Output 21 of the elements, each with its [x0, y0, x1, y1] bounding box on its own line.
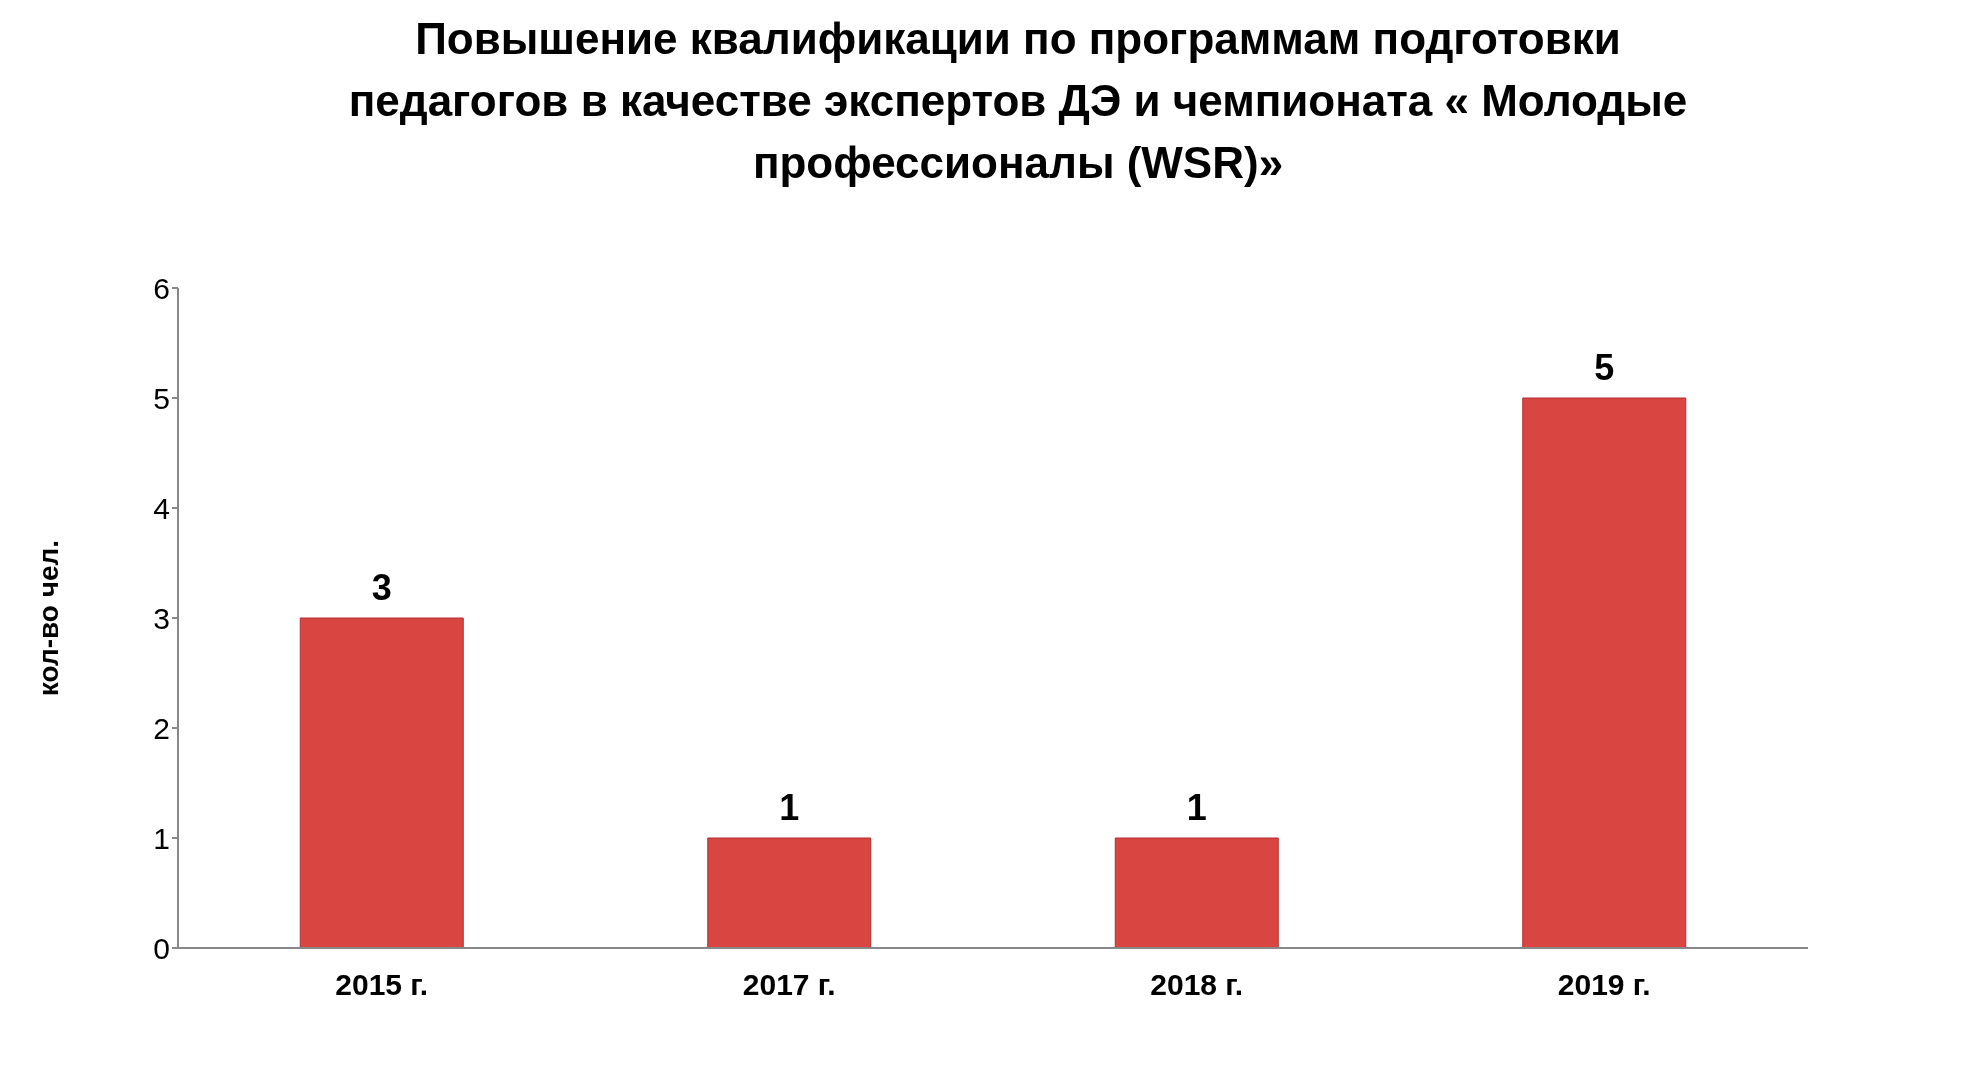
bar	[707, 837, 872, 948]
data-label: 1	[1186, 787, 1207, 828]
x-tick-label: 2015 г.	[335, 968, 429, 1002]
bar	[299, 617, 464, 948]
y-tick-label: 3	[153, 601, 170, 635]
y-tick-label: 1	[153, 821, 170, 855]
x-tick-label: 2017 г.	[742, 968, 836, 1002]
y-tick-label: 0	[153, 931, 170, 965]
data-label: 1	[779, 787, 800, 828]
bar	[1114, 837, 1279, 948]
y-tick-label: 6	[153, 271, 170, 305]
x-tick-label: 2018 г.	[1150, 968, 1244, 1002]
x-tick-label: 2019 г.	[1557, 968, 1651, 1002]
y-axis-title: кол-во чел.	[32, 539, 64, 697]
data-label: 5	[1594, 347, 1615, 388]
y-tick-label: 5	[153, 381, 170, 415]
bar	[1522, 397, 1687, 948]
y-tick-label: 4	[153, 491, 170, 525]
data-label: 3	[371, 567, 392, 608]
chart-title: Повышение квалификации по программам подготовки педагогов в качестве экспертов ДЭ и чемпионата « Молодые профессионалы (WSR)»	[347, 13, 1688, 189]
y-tick-label: 2	[153, 711, 170, 745]
